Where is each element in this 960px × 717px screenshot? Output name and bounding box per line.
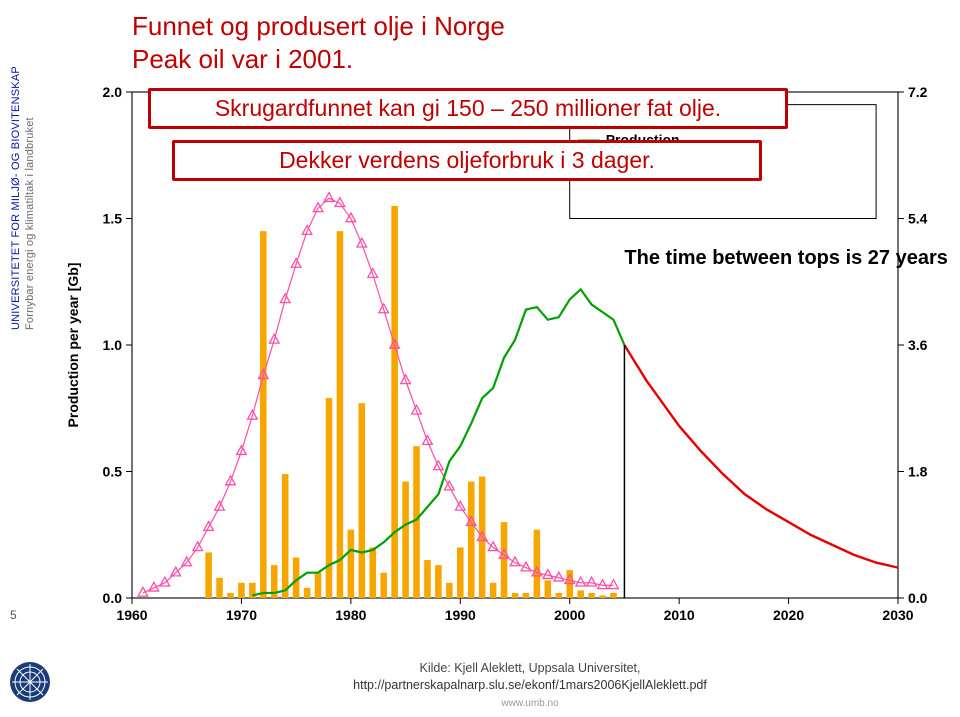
- svg-text:5.4: 5.4: [908, 211, 928, 227]
- title-line2: Peak oil var i 2001.: [132, 44, 353, 74]
- topic-vertical: Fornybar energi og klimatiltak i landbru…: [24, 10, 37, 330]
- university-logo: [8, 660, 52, 709]
- svg-text:2020: 2020: [773, 607, 804, 623]
- svg-text:7.2: 7.2: [908, 84, 928, 100]
- callout-1: Skrugardfunnet kan gi 150 – 250 millione…: [148, 88, 788, 129]
- svg-text:The time between tops is 27 ye: The time between tops is 27 years: [624, 247, 947, 269]
- svg-text:0.5: 0.5: [103, 464, 123, 480]
- svg-text:1980: 1980: [335, 607, 366, 623]
- slide-sidebar: UNIVERSITETET FOR MILJØ- OG BIOVITENSKAP…: [8, 8, 50, 709]
- svg-text:2010: 2010: [664, 607, 695, 623]
- svg-text:1970: 1970: [226, 607, 257, 623]
- svg-text:2000: 2000: [554, 607, 585, 623]
- slide-title: Funnet og produsert olje i Norge Peak oi…: [132, 10, 950, 75]
- svg-text:2030: 2030: [882, 607, 913, 623]
- svg-text:3.6: 3.6: [908, 337, 928, 353]
- source-text: Kilde: Kjell Aleklett, Uppsala Universit…: [420, 661, 641, 675]
- slide-footer: Kilde: Kjell Aleklett, Uppsala Universit…: [110, 660, 950, 711]
- svg-text:1.5: 1.5: [103, 211, 123, 227]
- org-name-vertical: UNIVERSITETET FOR MILJØ- OG BIOVITENSKAP: [10, 10, 23, 330]
- svg-text:0.0: 0.0: [908, 590, 928, 606]
- svg-text:1.0: 1.0: [103, 337, 123, 353]
- svg-text:Production per year [Gb]: Production per year [Gb]: [65, 263, 81, 428]
- svg-text:1960: 1960: [116, 607, 147, 623]
- svg-text:1.8: 1.8: [908, 464, 928, 480]
- source-url: http://partnerskapalnarp.slu.se/ekonf/1m…: [353, 678, 707, 692]
- svg-text:0.0: 0.0: [103, 590, 123, 606]
- svg-text:1990: 1990: [445, 607, 476, 623]
- page-number: 5: [10, 608, 17, 622]
- footer-domain: www.umb.no: [501, 698, 558, 709]
- callout-2: Dekker verdens oljeforbruk i 3 dager.: [172, 140, 762, 181]
- svg-text:2.0: 2.0: [103, 84, 123, 100]
- title-line1: Funnet og produsert olje i Norge: [132, 11, 505, 41]
- slide-main: Funnet og produsert olje i Norge Peak oi…: [60, 6, 950, 711]
